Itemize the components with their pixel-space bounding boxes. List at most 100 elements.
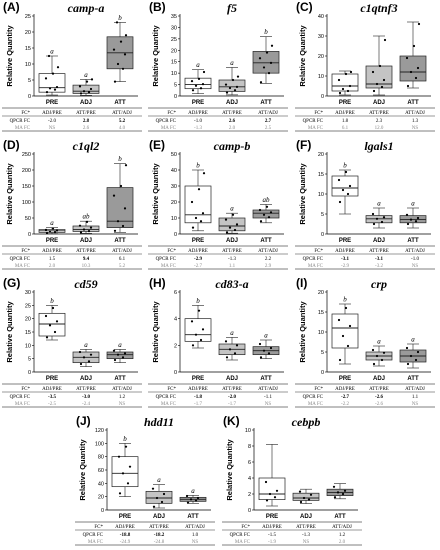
gene-title: lgals1 (364, 139, 393, 153)
ma-fc-value: -2.6 (375, 402, 383, 407)
table-row-label: MA FC (88, 540, 104, 545)
data-point (337, 78, 341, 82)
data-point (346, 344, 350, 348)
data-point (233, 228, 237, 232)
box-pre (331, 70, 359, 96)
qpcr-fc-value: -3.0 (82, 395, 90, 400)
qpcr-fc-value: 2.3 (376, 119, 383, 124)
y-tick-label: 15 (25, 330, 31, 336)
data-point (259, 81, 263, 84)
ma-fc-value: -1.7 (228, 402, 236, 407)
y-tick-label: 20 (25, 30, 31, 36)
data-point (235, 85, 239, 88)
qpcr-fc-value: 1.3 (412, 119, 419, 124)
box-adj: a (365, 338, 393, 367)
data-point (265, 205, 269, 208)
ma-fc-value: -2.4 (82, 402, 90, 407)
significance-letter: a (157, 476, 161, 484)
y-tick-label: 10 (318, 192, 324, 198)
panel-a: (A) camp-a Relative Quantity 0 5 10 15 20 25 a PRE… (2, 0, 142, 132)
table-header: ADJ/PRE (335, 387, 355, 392)
ma-fc-value: NS (412, 126, 419, 131)
ma-fc-value: 6.1 (342, 126, 349, 131)
x-category-label: ADJ (373, 238, 385, 244)
table-header: ADJ/PRE (115, 525, 135, 530)
box-pre: b (331, 162, 359, 215)
y-tick-label: 30 (171, 184, 177, 190)
data-point (189, 498, 193, 501)
box-iqr (258, 477, 286, 500)
x-category-label: PRE (266, 514, 278, 520)
table-row-label: QPCR FC (303, 257, 324, 262)
table-header: ATT/ADJ (405, 387, 425, 392)
data-point (338, 358, 342, 362)
box-iqr (111, 456, 139, 488)
y-tick-label: 0 (28, 94, 31, 100)
y-tick-label: 2 (248, 492, 251, 498)
y-tick-label: 50 (25, 216, 31, 222)
box-pre: b (331, 296, 359, 365)
y-tick-label: 60 (98, 468, 104, 474)
qpcr-fc-value: -3.1 (375, 257, 383, 262)
y-tick-label: 5 (28, 78, 31, 84)
data-point (268, 492, 272, 496)
data-point (380, 220, 384, 224)
table-row-label: MA FC (308, 402, 324, 407)
x-category-label: PRE (339, 100, 351, 106)
significance-letter: ab (263, 196, 271, 204)
table-header: ATT/PRE (76, 387, 96, 392)
data-point (119, 40, 123, 43)
y-tick-label: 25 (25, 303, 31, 309)
data-point (82, 90, 86, 93)
x-category-label: PRE (46, 376, 58, 382)
qpcr-fc-value: -1.5 (268, 533, 276, 538)
data-point (267, 72, 271, 75)
box-iqr (331, 175, 359, 197)
table-row-label: MA FC (161, 126, 177, 131)
data-point (89, 226, 93, 229)
panel-label: (G) (3, 276, 20, 290)
table-row-label: QPCR FC (303, 395, 324, 400)
ma-fc-value: 2.0 (339, 540, 346, 545)
data-point (259, 356, 263, 359)
y-tick-label: 0 (321, 232, 324, 238)
gene-title: cd83-a (215, 277, 248, 291)
panel-label: (I) (296, 276, 307, 290)
data-point (78, 224, 82, 227)
box-iqr (72, 84, 100, 94)
data-point (224, 340, 228, 343)
box-iqr (72, 225, 100, 232)
data-point (47, 54, 51, 58)
data-point (405, 346, 409, 350)
data-point (197, 77, 201, 80)
qpcr-fc-value: -1.0 (194, 119, 202, 124)
data-point (405, 213, 409, 216)
data-point (89, 87, 93, 91)
data-point (124, 34, 128, 37)
data-point (346, 89, 350, 93)
y-tick-label: 0 (28, 370, 31, 376)
y-tick-label: 25 (25, 14, 31, 20)
data-point (233, 89, 237, 92)
panel-label: (A) (3, 0, 20, 14)
data-point (224, 218, 228, 221)
box-att: a (399, 336, 427, 369)
table-header: FC* (314, 249, 323, 254)
significance-letter: a (230, 59, 234, 67)
data-point (160, 500, 164, 504)
y-tick-label: 0 (28, 232, 31, 238)
ma-fc-value: 2.6 (83, 126, 90, 131)
ma-fc-value: NS (303, 540, 310, 545)
y-tick-label: 5 (174, 83, 177, 89)
data-point (375, 82, 379, 86)
ma-fc-value: -2.7 (194, 264, 202, 269)
data-point (337, 318, 341, 322)
data-point (349, 70, 353, 74)
y-tick-label: 200 (22, 168, 31, 174)
data-point (332, 485, 336, 488)
data-point (89, 353, 93, 356)
y-tick-label: 20 (98, 495, 104, 501)
gene-title: camp-a (68, 1, 105, 15)
y-tick-label: 0 (174, 94, 177, 100)
box-att: b (106, 155, 134, 233)
